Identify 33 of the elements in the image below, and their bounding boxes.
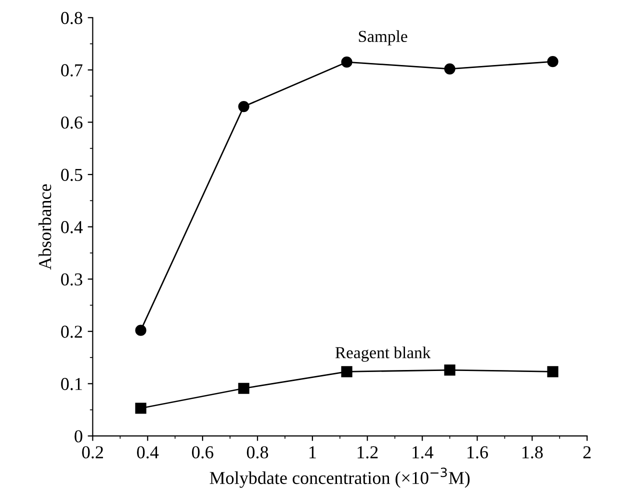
x-tick-label: 2: [583, 446, 591, 458]
point: [135, 402, 146, 414]
y-axis-title: Absorbance: [38, 184, 52, 270]
x-tick-label: 1: [310, 446, 316, 458]
y-tick-label: 0.4: [61, 221, 83, 234]
series-label: Sample: [358, 30, 408, 46]
point: [238, 100, 250, 112]
point: [238, 382, 250, 394]
x-axis-title: Molybdate concentration (×10$^{−3}$M): [210, 468, 470, 488]
y-tick-label: 0.5: [61, 168, 82, 182]
x-tick-label: 0.8: [246, 446, 268, 458]
series-label: Reagent blank: [335, 346, 431, 362]
x-tick-label: 1.4: [412, 446, 434, 458]
x-tick-label: 1.8: [522, 446, 543, 458]
x-tick-label: 0.6: [192, 446, 214, 458]
y-tick-label: 0: [74, 430, 82, 442]
point: [547, 366, 558, 378]
y-tick-label: 0.7: [61, 64, 82, 76]
y-tick-label: 0.8: [61, 12, 82, 24]
point: [341, 366, 352, 378]
x-tick-label: 1.6: [468, 446, 488, 458]
point: [135, 324, 146, 336]
x-tick-label: 0.4: [137, 446, 159, 458]
point: [341, 56, 352, 68]
y-tick-label: 0.1: [61, 378, 82, 390]
y-tick-label: 0.3: [61, 273, 82, 286]
x-tick-label: 1.2: [358, 446, 378, 458]
x-tick-label: 0.2: [82, 446, 103, 458]
y-tick-label: 0.6: [61, 116, 82, 129]
point: [547, 56, 558, 68]
y-tick-label: 0.2: [61, 326, 82, 338]
point: [444, 63, 456, 74]
point: [444, 364, 456, 376]
